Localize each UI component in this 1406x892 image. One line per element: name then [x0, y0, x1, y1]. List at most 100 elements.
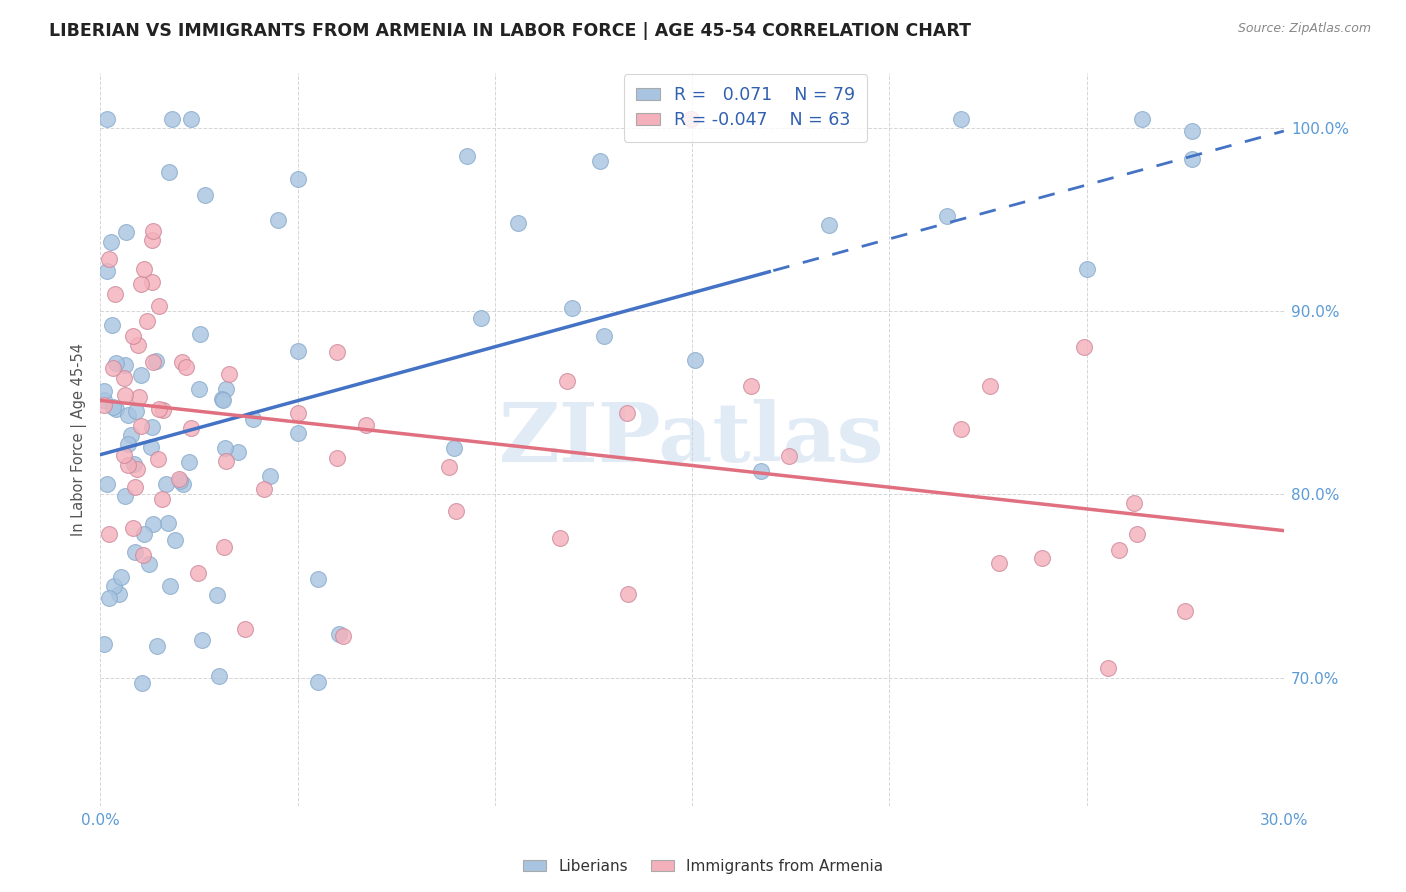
Point	[103, 401, 125, 415]
Point	[211, 393, 233, 408]
Point	[148, 299, 170, 313]
Point	[96, 264, 118, 278]
Point	[122, 457, 145, 471]
Point	[1073, 341, 1095, 355]
Point	[152, 402, 174, 417]
Point	[354, 418, 377, 433]
Point	[470, 310, 492, 325]
Y-axis label: In Labor Force | Age 45-54: In Labor Force | Age 45-54	[72, 343, 87, 536]
Point	[555, 374, 578, 388]
Point	[179, 455, 201, 469]
Point	[125, 462, 148, 476]
Point	[165, 533, 187, 547]
Point	[172, 355, 194, 369]
Point	[136, 314, 159, 328]
Point	[593, 329, 616, 343]
Point	[105, 355, 128, 369]
Point	[188, 326, 211, 341]
Point	[259, 469, 281, 483]
Point	[114, 225, 136, 239]
Point	[114, 358, 136, 372]
Point	[683, 353, 706, 368]
Point	[267, 212, 290, 227]
Point	[1130, 112, 1153, 126]
Point	[212, 540, 235, 554]
Point	[93, 393, 115, 408]
Point	[1125, 527, 1147, 541]
Point	[146, 451, 169, 466]
Point	[97, 252, 120, 267]
Point	[96, 112, 118, 126]
Point	[616, 406, 638, 420]
Point	[437, 460, 460, 475]
Point	[949, 112, 972, 126]
Point	[141, 276, 163, 290]
Point	[191, 633, 214, 648]
Point	[211, 392, 233, 406]
Point	[128, 390, 150, 404]
Point	[1097, 661, 1119, 675]
Point	[1122, 496, 1144, 510]
Point	[187, 383, 209, 397]
Point	[949, 422, 972, 436]
Point	[214, 441, 236, 455]
Point	[253, 483, 276, 497]
Point	[145, 354, 167, 368]
Point	[131, 548, 153, 562]
Point	[287, 344, 309, 359]
Point	[117, 458, 139, 472]
Point	[114, 489, 136, 503]
Point	[141, 233, 163, 247]
Point	[121, 521, 143, 535]
Point	[936, 209, 959, 223]
Point	[93, 384, 115, 398]
Point	[328, 627, 350, 641]
Point	[145, 639, 167, 653]
Point	[156, 516, 179, 530]
Point	[124, 545, 146, 559]
Point	[307, 572, 329, 586]
Point	[174, 359, 197, 374]
Point	[100, 235, 122, 250]
Point	[104, 287, 127, 301]
Point	[169, 475, 191, 489]
Point	[1108, 542, 1130, 557]
Point	[818, 218, 841, 232]
Point	[159, 579, 181, 593]
Point	[122, 328, 145, 343]
Point	[215, 382, 238, 396]
Point	[979, 379, 1001, 393]
Point	[208, 669, 231, 683]
Point	[129, 277, 152, 291]
Point	[120, 428, 142, 442]
Point	[93, 637, 115, 651]
Point	[98, 526, 121, 541]
Point	[1031, 551, 1053, 566]
Point	[194, 188, 217, 202]
Point	[103, 579, 125, 593]
Legend: R =   0.071    N = 79, R = -0.047    N = 63: R = 0.071 N = 79, R = -0.047 N = 63	[624, 74, 868, 142]
Point	[287, 406, 309, 420]
Point	[228, 444, 250, 458]
Text: LIBERIAN VS IMMIGRANTS FROM ARMENIA IN LABOR FORCE | AGE 45-54 CORRELATION CHART: LIBERIAN VS IMMIGRANTS FROM ARMENIA IN L…	[49, 22, 972, 40]
Point	[112, 371, 135, 385]
Point	[1174, 604, 1197, 618]
Point	[1181, 153, 1204, 167]
Point	[172, 477, 194, 491]
Point	[307, 675, 329, 690]
Point	[180, 112, 202, 126]
Point	[110, 570, 132, 584]
Point	[141, 440, 163, 454]
Point	[550, 531, 572, 545]
Point	[235, 622, 257, 636]
Point	[157, 165, 180, 179]
Point	[132, 527, 155, 541]
Point	[242, 412, 264, 426]
Point	[131, 676, 153, 690]
Point	[326, 450, 349, 465]
Point	[142, 355, 165, 369]
Point	[205, 588, 228, 602]
Point	[187, 566, 209, 580]
Point	[443, 441, 465, 455]
Point	[125, 404, 148, 418]
